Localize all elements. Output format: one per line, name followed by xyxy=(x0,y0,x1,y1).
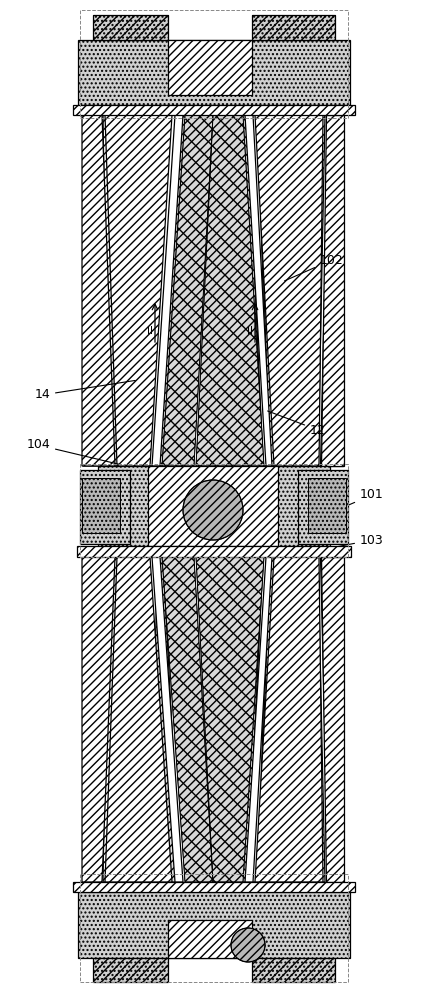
Polygon shape xyxy=(83,115,116,466)
Text: II: II xyxy=(247,326,253,336)
Polygon shape xyxy=(258,115,325,466)
Polygon shape xyxy=(78,40,350,105)
Polygon shape xyxy=(162,115,213,466)
Polygon shape xyxy=(103,557,170,882)
Bar xyxy=(80,115,348,882)
Polygon shape xyxy=(320,557,343,882)
Polygon shape xyxy=(248,115,268,466)
Bar xyxy=(80,874,348,982)
Polygon shape xyxy=(78,892,350,958)
Text: 14: 14 xyxy=(34,380,135,401)
Polygon shape xyxy=(148,466,278,546)
Polygon shape xyxy=(168,920,252,958)
Polygon shape xyxy=(308,478,346,533)
Polygon shape xyxy=(252,958,335,982)
Polygon shape xyxy=(321,557,344,882)
Polygon shape xyxy=(83,557,116,882)
Text: II: II xyxy=(147,326,153,336)
Polygon shape xyxy=(98,466,330,546)
Polygon shape xyxy=(245,115,272,466)
Polygon shape xyxy=(82,478,120,533)
Polygon shape xyxy=(320,115,343,466)
Polygon shape xyxy=(148,557,180,882)
Polygon shape xyxy=(148,115,180,466)
Polygon shape xyxy=(196,557,264,882)
Polygon shape xyxy=(93,15,168,40)
Bar xyxy=(80,10,348,118)
Polygon shape xyxy=(258,557,325,882)
Polygon shape xyxy=(245,557,272,882)
Text: 104: 104 xyxy=(26,438,119,464)
Polygon shape xyxy=(80,470,130,544)
Polygon shape xyxy=(248,557,268,882)
Polygon shape xyxy=(73,105,355,115)
Polygon shape xyxy=(148,557,180,882)
Polygon shape xyxy=(152,115,183,466)
Polygon shape xyxy=(255,115,323,466)
Text: 102: 102 xyxy=(285,253,344,281)
Polygon shape xyxy=(196,115,264,466)
Polygon shape xyxy=(168,40,252,95)
Circle shape xyxy=(231,928,265,962)
Polygon shape xyxy=(77,546,351,557)
Polygon shape xyxy=(255,557,323,882)
Polygon shape xyxy=(213,557,263,882)
Polygon shape xyxy=(73,882,355,892)
Polygon shape xyxy=(162,557,213,882)
Polygon shape xyxy=(158,115,213,466)
Polygon shape xyxy=(103,115,170,466)
Polygon shape xyxy=(298,470,348,544)
Polygon shape xyxy=(152,557,183,882)
Polygon shape xyxy=(82,115,115,466)
Polygon shape xyxy=(213,115,263,466)
Polygon shape xyxy=(93,958,168,982)
Text: 12: 12 xyxy=(268,411,326,436)
Polygon shape xyxy=(105,557,172,882)
Polygon shape xyxy=(82,557,115,882)
Polygon shape xyxy=(105,115,172,466)
Circle shape xyxy=(183,480,243,540)
Polygon shape xyxy=(252,15,335,40)
Text: 103: 103 xyxy=(323,534,384,549)
Bar xyxy=(80,464,348,557)
Text: 101: 101 xyxy=(333,488,384,512)
Polygon shape xyxy=(321,115,344,466)
